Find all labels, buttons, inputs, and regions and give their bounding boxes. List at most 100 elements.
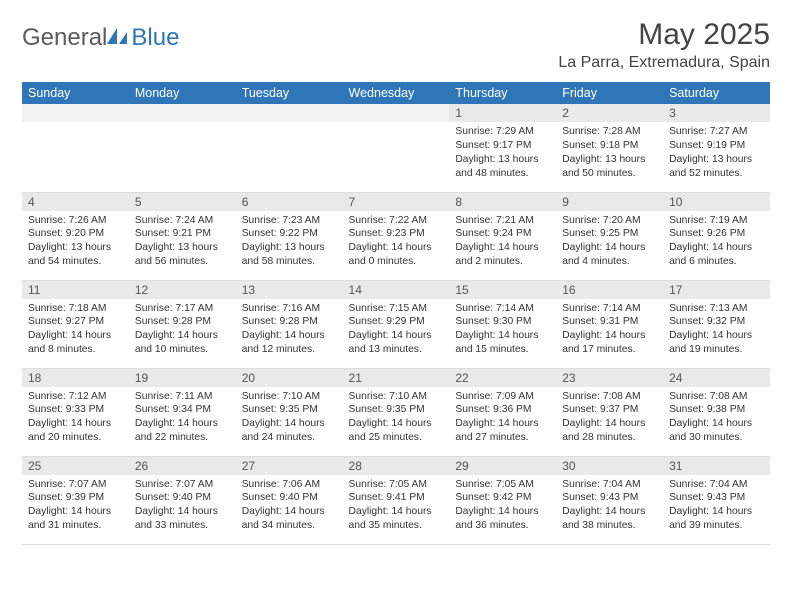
day-of-week-header: Thursday: [449, 82, 556, 104]
day-of-week-header: Wednesday: [343, 82, 450, 104]
cell-body: Sunrise: 7:04 AMSunset: 9:43 PMDaylight:…: [556, 475, 663, 538]
day-of-week-header: Monday: [129, 82, 236, 104]
sunrise-line: Sunrise: 7:05 AM: [455, 478, 550, 492]
day-number: 30: [556, 457, 663, 475]
daylight-line: Daylight: 14 hours and 38 minutes.: [562, 505, 657, 533]
daylight-line: Daylight: 14 hours and 20 minutes.: [28, 417, 123, 445]
day-number: 16: [556, 281, 663, 299]
day-number: 14: [343, 281, 450, 299]
sunrise-line: Sunrise: 7:27 AM: [669, 125, 764, 139]
sunset-line: Sunset: 9:29 PM: [349, 315, 444, 329]
cell-body: Sunrise: 7:28 AMSunset: 9:18 PMDaylight:…: [556, 122, 663, 185]
day-number: 4: [22, 193, 129, 211]
sunset-line: Sunset: 9:20 PM: [28, 227, 123, 241]
sunrise-line: Sunrise: 7:15 AM: [349, 302, 444, 316]
sunset-line: Sunset: 9:40 PM: [242, 491, 337, 505]
cell-body: Sunrise: 7:11 AMSunset: 9:34 PMDaylight:…: [129, 387, 236, 450]
sunset-line: Sunset: 9:23 PM: [349, 227, 444, 241]
calendar-cell: 27Sunrise: 7:06 AMSunset: 9:40 PMDayligh…: [236, 456, 343, 544]
sunrise-line: Sunrise: 7:04 AM: [562, 478, 657, 492]
daylight-line: Daylight: 14 hours and 2 minutes.: [455, 241, 550, 269]
calendar-cell: [236, 104, 343, 192]
sunrise-line: Sunrise: 7:11 AM: [135, 390, 230, 404]
calendar-cell: 3 Sunrise: 7:27 AMSunset: 9:19 PMDaylight…: [663, 104, 770, 192]
cell-body: Sunrise: 7:08 AMSunset: 9:38 PMDaylight:…: [663, 387, 770, 450]
daylight-line: Daylight: 14 hours and 15 minutes.: [455, 329, 550, 357]
cell-body: Sunrise: 7:14 AMSunset: 9:31 PMDaylight:…: [556, 299, 663, 362]
daylight-line: Daylight: 13 hours and 50 minutes.: [562, 153, 657, 181]
sunrise-line: Sunrise: 7:29 AM: [455, 125, 550, 139]
sunset-line: Sunset: 9:30 PM: [455, 315, 550, 329]
cell-body: Sunrise: 7:12 AMSunset: 9:33 PMDaylight:…: [22, 387, 129, 450]
day-number: 6: [236, 193, 343, 211]
daylight-line: Daylight: 14 hours and 27 minutes.: [455, 417, 550, 445]
calendar-cell: [343, 104, 450, 192]
day-of-week-header: Friday: [556, 82, 663, 104]
daylight-line: Daylight: 14 hours and 25 minutes.: [349, 417, 444, 445]
day-number: 20: [236, 369, 343, 387]
day-number: 5: [129, 193, 236, 211]
daylight-line: Daylight: 13 hours and 52 minutes.: [669, 153, 764, 181]
sunrise-line: Sunrise: 7:22 AM: [349, 214, 444, 228]
sunrise-line: Sunrise: 7:16 AM: [242, 302, 337, 316]
day-number: 8: [449, 193, 556, 211]
daylight-line: Daylight: 14 hours and 33 minutes.: [135, 505, 230, 533]
day-number: 31: [663, 457, 770, 475]
cell-body: Sunrise: 7:08 AMSunset: 9:37 PMDaylight:…: [556, 387, 663, 450]
daylight-line: Daylight: 14 hours and 24 minutes.: [242, 417, 337, 445]
daylight-line: Daylight: 14 hours and 17 minutes.: [562, 329, 657, 357]
month-title: May 2025: [558, 18, 770, 52]
title-block: May 2025 La Parra, Extremadura, Spain: [558, 18, 770, 72]
day-of-week-header: Saturday: [663, 82, 770, 104]
cell-body: Sunrise: 7:16 AMSunset: 9:28 PMDaylight:…: [236, 299, 343, 362]
sunrise-line: Sunrise: 7:04 AM: [669, 478, 764, 492]
sunrise-line: Sunrise: 7:06 AM: [242, 478, 337, 492]
daylight-line: Daylight: 14 hours and 39 minutes.: [669, 505, 764, 533]
cell-body: Sunrise: 7:17 AMSunset: 9:28 PMDaylight:…: [129, 299, 236, 362]
day-number: 26: [129, 457, 236, 475]
day-number: 1: [449, 104, 556, 122]
header: General Blue May 2025 La Parra, Extremad…: [22, 18, 770, 72]
sunset-line: Sunset: 9:27 PM: [28, 315, 123, 329]
cell-body: Sunrise: 7:05 AMSunset: 9:42 PMDaylight:…: [449, 475, 556, 538]
cell-body: Sunrise: 7:09 AMSunset: 9:36 PMDaylight:…: [449, 387, 556, 450]
sunset-line: Sunset: 9:41 PM: [349, 491, 444, 505]
sunrise-line: Sunrise: 7:23 AM: [242, 214, 337, 228]
calendar-cell: 9Sunrise: 7:20 AMSunset: 9:25 PMDaylight…: [556, 192, 663, 280]
day-of-week-row: SundayMondayTuesdayWednesdayThursdayFrid…: [22, 82, 770, 104]
calendar-cell: [129, 104, 236, 192]
sunrise-line: Sunrise: 7:14 AM: [455, 302, 550, 316]
sunrise-line: Sunrise: 7:05 AM: [349, 478, 444, 492]
sunset-line: Sunset: 9:19 PM: [669, 139, 764, 153]
sunset-line: Sunset: 9:17 PM: [455, 139, 550, 153]
day-number: 3: [663, 104, 770, 122]
daylight-line: Daylight: 14 hours and 19 minutes.: [669, 329, 764, 357]
calendar-cell: 12Sunrise: 7:17 AMSunset: 9:28 PMDayligh…: [129, 280, 236, 368]
calendar-cell: 22Sunrise: 7:09 AMSunset: 9:36 PMDayligh…: [449, 368, 556, 456]
calendar-cell: 17Sunrise: 7:13 AMSunset: 9:32 PMDayligh…: [663, 280, 770, 368]
sunrise-line: Sunrise: 7:12 AM: [28, 390, 123, 404]
calendar-cell: 18Sunrise: 7:12 AMSunset: 9:33 PMDayligh…: [22, 368, 129, 456]
cell-body: Sunrise: 7:24 AMSunset: 9:21 PMDaylight:…: [129, 211, 236, 274]
calendar-cell: 26Sunrise: 7:07 AMSunset: 9:40 PMDayligh…: [129, 456, 236, 544]
sunset-line: Sunset: 9:28 PM: [242, 315, 337, 329]
sunrise-line: Sunrise: 7:10 AM: [242, 390, 337, 404]
day-number: 2: [556, 104, 663, 122]
sunrise-line: Sunrise: 7:08 AM: [669, 390, 764, 404]
daylight-line: Daylight: 13 hours and 58 minutes.: [242, 241, 337, 269]
sunset-line: Sunset: 9:33 PM: [28, 403, 123, 417]
day-number: [343, 104, 450, 122]
calendar-cell: 11Sunrise: 7:18 AMSunset: 9:27 PMDayligh…: [22, 280, 129, 368]
calendar-cell: 24Sunrise: 7:08 AMSunset: 9:38 PMDayligh…: [663, 368, 770, 456]
sunset-line: Sunset: 9:31 PM: [562, 315, 657, 329]
calendar-cell: 25Sunrise: 7:07 AMSunset: 9:39 PMDayligh…: [22, 456, 129, 544]
day-of-week-header: Tuesday: [236, 82, 343, 104]
calendar-cell: 30Sunrise: 7:04 AMSunset: 9:43 PMDayligh…: [556, 456, 663, 544]
day-number: 10: [663, 193, 770, 211]
logo: General Blue: [22, 24, 179, 52]
calendar-cell: 16Sunrise: 7:14 AMSunset: 9:31 PMDayligh…: [556, 280, 663, 368]
day-number: 13: [236, 281, 343, 299]
cell-body: Sunrise: 7:26 AMSunset: 9:20 PMDaylight:…: [22, 211, 129, 274]
daylight-line: Daylight: 14 hours and 28 minutes.: [562, 417, 657, 445]
sunset-line: Sunset: 9:37 PM: [562, 403, 657, 417]
